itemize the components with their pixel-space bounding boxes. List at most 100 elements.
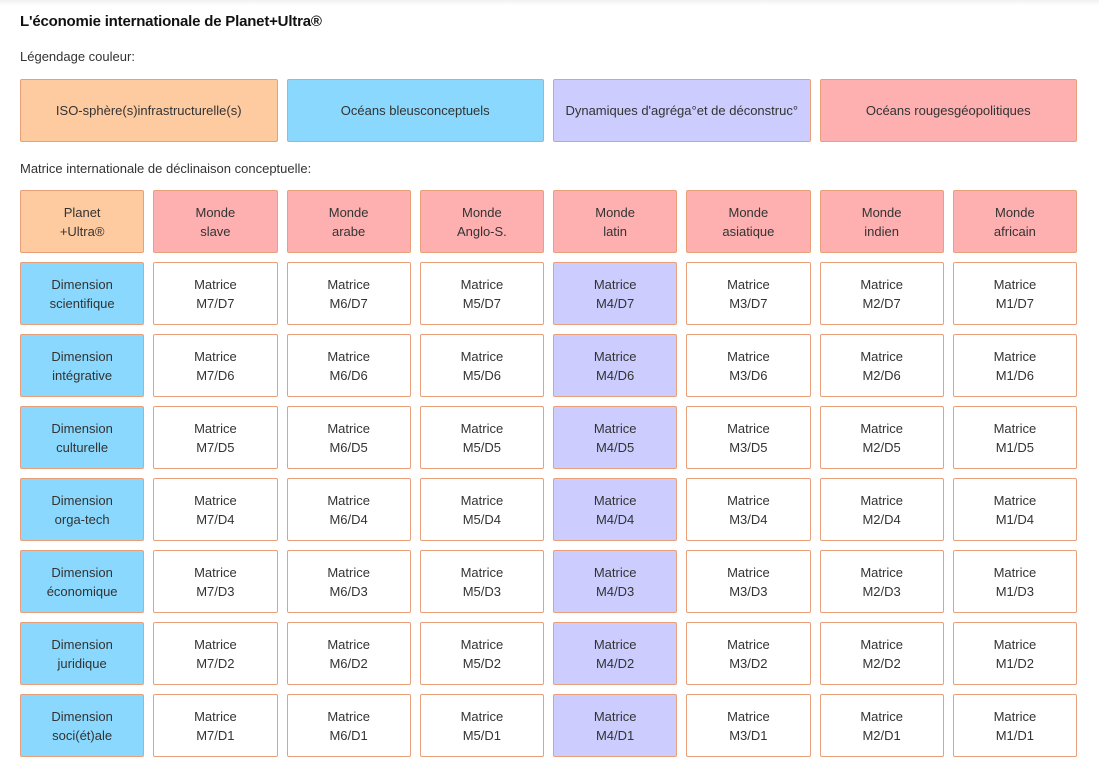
matrix-cell-line2: M3/D4: [729, 511, 768, 527]
column-header-line1: Monde: [328, 204, 369, 220]
matrix-cell-line1: Matrice: [460, 348, 504, 364]
matrix-cell-line1: Matrice: [327, 708, 370, 724]
matrix-cell: Matrice M4/D1: [553, 694, 678, 757]
matrix-cell: Matrice M3/D3: [686, 550, 811, 613]
matrix-cell-line1: Matrice: [327, 420, 370, 436]
row-header-text: Dimension juridique: [51, 635, 112, 673]
matrix-cell-line2: M6/D7: [329, 295, 368, 311]
matrix-cell-text: Matrice M4/D6: [594, 347, 637, 385]
color-legend: ISO-sphère(s)infrastructurelle(s) Océans …: [20, 79, 1077, 142]
matrix-cell-line2: M1/D6: [995, 367, 1035, 383]
row-header: Dimension orga-tech: [20, 478, 145, 541]
matrix-cell: Matrice M2/D4: [819, 478, 944, 541]
matrix-cell-line2: M3/D3: [729, 583, 768, 599]
matrix-cell-line2: M2/D1: [862, 727, 901, 743]
matrix-cell-line2: M3/D1: [729, 727, 768, 743]
matrix-cell-line2: M4/D6: [595, 367, 635, 383]
matrix-cell: Matrice M2/D2: [819, 622, 944, 685]
matrix-cell-line2: M4/D4: [595, 511, 635, 527]
matrix-cell-text: Matrice M2/D5: [860, 419, 903, 457]
matrix-cell: Matrice M5/D5: [419, 406, 544, 469]
row-header-line1: Dimension: [51, 708, 113, 724]
matrix-cell-line2: M4/D1: [595, 727, 635, 743]
matrix-cell: Matrice M1/D2: [952, 622, 1077, 685]
matrix-cell-line1: Matrice: [860, 348, 903, 364]
matrix-cell-text: Matrice M3/D2: [727, 635, 770, 673]
column-header-line1: Monde: [195, 204, 236, 220]
matrix-cell-line1: Matrice: [593, 348, 637, 364]
column-header-text: Monde asiatique: [722, 203, 774, 241]
column-header-text: Monde latin: [595, 203, 635, 241]
column-header-line1: Monde: [728, 204, 769, 220]
matrix-cell: Matrice M7/D5: [153, 406, 278, 469]
matrix-cell-text: Matrice M1/D1: [994, 707, 1037, 745]
column-header-line2: africain: [993, 223, 1036, 239]
matrix-cell-line1: Matrice: [727, 420, 770, 436]
matrix-cell: Matrice M3/D7: [686, 262, 811, 325]
row-header-line2: soci(ét)ale: [52, 727, 113, 743]
matrix-cell-line1: Matrice: [327, 348, 370, 364]
matrix-cell-text: Matrice M3/D4: [727, 491, 770, 529]
matrix-cell: Matrice M7/D1: [153, 694, 278, 757]
matrix-cell-line2: M5/D1: [462, 727, 502, 743]
matrix-cell: Matrice M3/D1: [686, 694, 811, 757]
matrix-cell-line1: Matrice: [727, 708, 770, 724]
matrix-cell-text: Matrice M2/D4: [860, 491, 903, 529]
matrix-cell: Matrice M1/D1: [952, 694, 1077, 757]
row-header: Dimension culturelle: [20, 406, 145, 469]
matrix-cell-line1: Matrice: [593, 708, 637, 724]
matrix-cell-line2: M2/D3: [862, 583, 901, 599]
row-header-line1: Dimension: [51, 420, 113, 436]
column-header-line2: slave: [200, 223, 231, 239]
matrix-cell: Matrice M2/D3: [819, 550, 944, 613]
matrix-cell-line1: Matrice: [993, 420, 1037, 436]
matrix-cell-text: Matrice M1/D3: [994, 563, 1037, 601]
legend-item-text: Dynamiques d'agréga°et de déconstruc°: [565, 101, 798, 120]
matrix-cell: Matrice M2/D6: [819, 334, 944, 397]
matrix-cell: Matrice M5/D2: [419, 622, 544, 685]
row-header-line2: orga-tech: [54, 511, 110, 527]
row-header-line1: Dimension: [51, 492, 113, 508]
matrix-cell-text: Matrice M4/D4: [594, 491, 637, 529]
matrix-cell: Matrice M1/D4: [952, 478, 1077, 541]
matrix-cell-line1: Matrice: [593, 276, 637, 292]
row-header-text: Dimension économique: [47, 563, 118, 601]
matrix-cell-text: Matrice M6/D3: [327, 563, 370, 601]
matrix-cell-text: Matrice M1/D5: [994, 419, 1037, 457]
legend-item: ISO-sphère(s)infrastructurelle(s): [20, 79, 278, 142]
matrix-cell: Matrice M5/D3: [419, 550, 544, 613]
matrix-cell-line1: Matrice: [860, 420, 903, 436]
matrix-cell-line1: Matrice: [194, 276, 237, 292]
matrix-cell-line2: M1/D7: [995, 295, 1035, 311]
matrix-cell: Matrice M4/D2: [553, 622, 678, 685]
matrix-cell: Matrice M2/D1: [819, 694, 944, 757]
matrix-cell-line1: Matrice: [194, 348, 237, 364]
matrix-cell-line2: M5/D6: [462, 367, 502, 383]
matrix-cell-line1: Matrice: [993, 276, 1037, 292]
row-header-line1: Dimension: [51, 564, 113, 580]
matrix-cell-text: Matrice M2/D1: [860, 707, 903, 745]
matrix-cell-text: Matrice M7/D2: [194, 635, 237, 673]
matrix-cell-line2: M2/D2: [862, 655, 901, 671]
matrix-cell-line1: Matrice: [593, 420, 637, 436]
matrix-cell-line1: Matrice: [593, 492, 637, 508]
matrix-cell-line1: Matrice: [327, 492, 370, 508]
matrix-cell-text: Matrice M5/D3: [461, 563, 504, 601]
matrix-cell-line2: M5/D3: [462, 583, 502, 599]
matrix-cell: Matrice M4/D4: [553, 478, 678, 541]
matrix-cell-line2: M4/D5: [595, 439, 635, 455]
matrix-cell-line1: Matrice: [460, 564, 504, 580]
matrix-cell-line1: Matrice: [194, 492, 237, 508]
concept-matrix: Planet +Ultra® Monde slave Monde arabe Monde An…: [20, 190, 1077, 757]
matrix-cell-text: Matrice M3/D7: [727, 275, 770, 313]
column-header-line2: indien: [864, 223, 899, 239]
matrix-cell-text: Matrice M2/D3: [860, 563, 903, 601]
matrix-cell-line1: Matrice: [727, 564, 770, 580]
matrix-label: Matrice internationale de déclinaison co…: [20, 161, 312, 176]
matrix-cell: Matrice M5/D7: [419, 262, 544, 325]
legend-item-line2: géopolitiques: [954, 103, 1031, 118]
matrix-cell: Matrice M4/D7: [553, 262, 678, 325]
row-header: Dimension soci(ét)ale: [20, 694, 145, 757]
matrix-cell-text: Matrice M7/D5: [194, 419, 237, 457]
matrix-cell-line1: Matrice: [993, 708, 1037, 724]
